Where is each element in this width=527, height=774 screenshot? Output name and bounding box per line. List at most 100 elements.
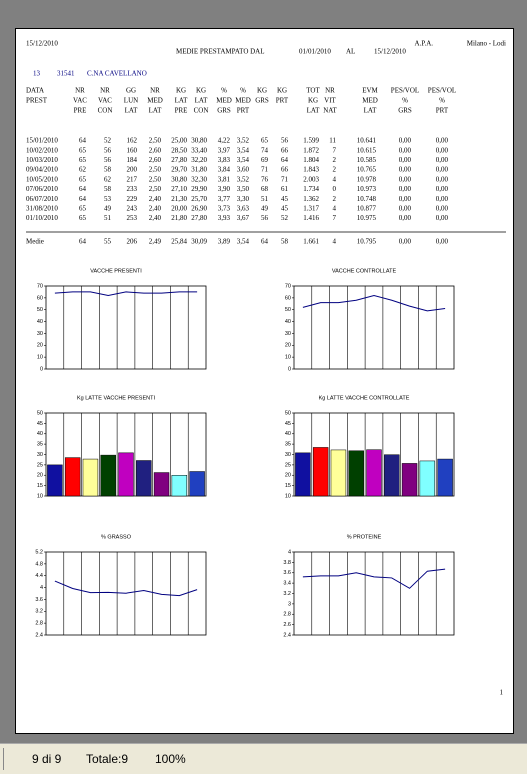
bar — [82, 458, 99, 497]
table-cell: 1.872 — [303, 146, 319, 154]
chart-title: VACCHE CONTROLLATE — [332, 268, 397, 274]
table-cell: 62 — [79, 166, 87, 174]
table-cell: 33,40 — [191, 146, 207, 154]
table-cell: 0,00 — [436, 156, 449, 164]
chart-title: Kg LATTE VACCHE CONTROLLATE — [319, 395, 410, 401]
table-cell: 253 — [127, 214, 138, 222]
y-tick-label: 3.2 — [283, 591, 291, 597]
y-tick-label: 50 — [37, 410, 43, 416]
y-tick-label: 2.4 — [35, 632, 43, 638]
bar — [295, 452, 311, 497]
table-cell: 31/08/2010 — [26, 205, 58, 213]
status-bar: 9 di 9 Totale:9 100% — [0, 743, 527, 774]
column-header: PRT — [237, 107, 250, 115]
y-tick-label: 4.8 — [35, 561, 43, 567]
table-cell: 52 — [104, 137, 112, 145]
table-cell: 66 — [281, 166, 289, 174]
bar — [366, 449, 382, 497]
table-cell: 51 — [104, 214, 112, 222]
table-cell: 0,00 — [436, 195, 449, 203]
table-cell: 0,00 — [436, 185, 449, 193]
table-cell: 07/06/2010 — [26, 185, 58, 193]
line — [302, 294, 446, 312]
y-tick-label: 2.8 — [283, 612, 291, 618]
table-cell: 10/03/2010 — [26, 156, 58, 164]
table-cell: 49 — [261, 205, 269, 213]
y-tick-label: 25 — [37, 462, 43, 468]
table-cell: 0 — [333, 185, 337, 193]
table-cell: 15/01/2010 — [26, 137, 58, 145]
y-tick-label: 40 — [37, 319, 43, 325]
table-cell: 0,00 — [399, 146, 412, 154]
table-cell: 68 — [261, 185, 269, 193]
column-header: LUN — [124, 97, 138, 105]
footer-cell: 64 — [261, 238, 269, 246]
table-cell: 10.585 — [357, 156, 377, 164]
column-header: LAT — [195, 97, 209, 105]
table-cell: 2,40 — [149, 205, 162, 213]
table-cell: 2,50 — [149, 175, 162, 183]
table-cell: 30,80 — [191, 137, 207, 145]
footer-cell: 2,49 — [149, 238, 162, 246]
footer-cell: 58 — [281, 238, 289, 246]
column-header: GRS — [398, 107, 412, 115]
table-cell: 71 — [281, 175, 289, 183]
footer-cell: 3,89 — [218, 238, 231, 246]
farm-id: 31541 — [57, 70, 75, 78]
table-cell: 27,80 — [191, 214, 207, 222]
table-cell: 20,00 — [171, 205, 187, 213]
y-tick-label: 70 — [37, 283, 43, 289]
table-cell: 10.975 — [357, 214, 377, 222]
column-header: VIT — [324, 97, 336, 105]
table-cell: 62 — [104, 175, 112, 183]
y-tick-label: 10 — [37, 493, 43, 499]
bar — [330, 449, 347, 497]
zoom: 100% — [155, 752, 186, 766]
bar — [189, 471, 205, 497]
column-header: MED — [216, 97, 232, 105]
table-cell: 64 — [281, 156, 289, 164]
table-cell: 2 — [333, 195, 337, 203]
table-cell: 58 — [104, 185, 112, 193]
footer-cell: 4 — [333, 238, 337, 246]
table-cell: 30,80 — [171, 175, 187, 183]
y-tick-label: 4.4 — [35, 573, 43, 579]
table-cell: 0,00 — [399, 214, 412, 222]
table-cell: 76 — [261, 175, 269, 183]
table-cell: 243 — [127, 205, 138, 213]
bar — [419, 460, 436, 497]
table-cell: 65 — [261, 137, 269, 145]
table-cell: 31,80 — [191, 166, 207, 174]
y-tick-label: 60 — [285, 295, 291, 301]
table-cell: 09/04/2010 — [26, 166, 58, 174]
bar — [100, 454, 116, 497]
table-cell: 65 — [79, 205, 87, 213]
column-header: MED — [362, 97, 378, 105]
table-cell: 21,80 — [171, 214, 187, 222]
table-cell: 56 — [104, 156, 112, 164]
y-tick-label: 4 — [288, 549, 291, 555]
page-number: 1 — [500, 689, 504, 697]
table-cell: 184 — [127, 156, 138, 164]
table-cell: 2 — [333, 156, 337, 164]
line — [54, 580, 198, 597]
plot-frame — [293, 551, 455, 636]
to-date: 15/12/2010 — [374, 48, 406, 56]
y-tick-label: 35 — [37, 442, 43, 448]
footer-cell: 0,00 — [399, 238, 412, 246]
y-tick-label: 20 — [37, 473, 43, 479]
table-cell: 32,30 — [191, 175, 207, 183]
column-header: % — [221, 87, 227, 95]
table-cell: 0,00 — [436, 214, 449, 222]
table-cell: 1.416 — [303, 214, 319, 222]
y-tick-label: 50 — [285, 410, 291, 416]
y-tick-label: 20 — [285, 343, 291, 349]
y-tick-label: 30 — [37, 331, 43, 337]
column-header: PES/VOL — [428, 87, 456, 95]
footer-cell: 206 — [127, 238, 138, 246]
table-cell: 3,67 — [237, 214, 250, 222]
chart-title: VACCHE PRESENTI — [90, 268, 142, 274]
y-tick-label: 3.8 — [283, 560, 291, 566]
y-tick-label: 10 — [37, 355, 43, 361]
chart-title: % PROTEINE — [347, 534, 382, 540]
